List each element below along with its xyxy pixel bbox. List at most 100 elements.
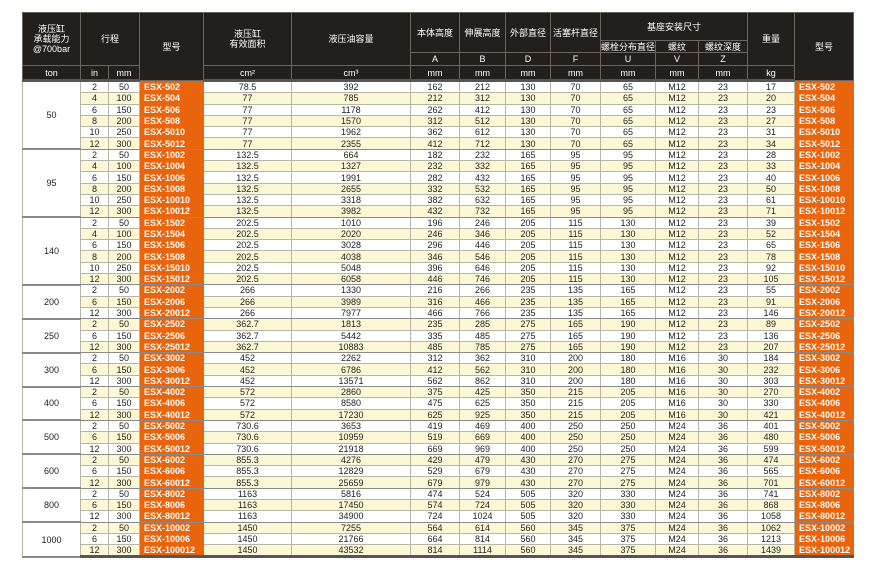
table-row: 300 2 50 ESX-3002 452 2262 312 362 310 200 180 M16 3… [22, 352, 855, 388]
cell-model-2: ESX-10002 [794, 521, 855, 534]
cell-u-bolt-circle: 250 [600, 442, 657, 455]
unit-ton: ton [22, 65, 81, 82]
cell-v-thread: M12 [655, 273, 700, 286]
cell-model-2: ESX-502 [794, 79, 855, 94]
cell-u-bolt-circle: 65 [600, 126, 657, 139]
header-oil: 液压油容量 [291, 12, 412, 66]
cell-u-bolt-circle: 130 [600, 261, 657, 275]
cell-model: ESX-40012 [139, 408, 205, 421]
cell-weight: 232 [747, 363, 796, 376]
cell-model: ESX-20012 [139, 306, 205, 320]
cell-f-rod-diameter: 95 [550, 160, 602, 173]
cell-d-diameter: 130 [505, 114, 552, 128]
header-letter-u: U [600, 52, 657, 66]
cell-d-diameter: 275 [505, 329, 552, 342]
cell-a-height: 296 [410, 239, 461, 252]
cell-model: ESX-5002 [139, 419, 205, 433]
cell-model: ESX-2506 [139, 329, 205, 342]
cell-oil-volume: 17450 [291, 498, 412, 512]
table-row: 50 2 50 ESX-502 78.5 392 162 212 130 70 65 M12 23 17 E… [22, 79, 855, 151]
cell-z-thread-depth: 23 [698, 79, 749, 94]
cell-oil-volume: 2355 [291, 137, 412, 150]
cell-b-height: 766 [459, 306, 507, 320]
cell-area: 132.5 [203, 171, 293, 184]
cell-f-rod-diameter: 250 [550, 442, 602, 455]
cell-area: 266 [203, 284, 293, 297]
cell-area: 572 [203, 386, 293, 399]
cell-oil-volume: 3982 [291, 205, 412, 218]
cell-area: 202.5 [203, 227, 293, 241]
cell-stroke-mm: 100 [107, 160, 141, 173]
cell-d-diameter: 165 [505, 205, 552, 218]
cell-f-rod-diameter: 165 [550, 329, 602, 342]
cell-b-height: 925 [459, 408, 507, 421]
cell-z-thread-depth: 36 [698, 442, 749, 455]
table-row: 500 2 50 ESX-5002 730.6 3653 419 469 400 250 250 M2… [22, 419, 855, 456]
cell-stroke-in: 2 [80, 352, 109, 365]
cell-capacity-ton: 250 [22, 318, 81, 354]
cell-weight: 868 [747, 498, 796, 512]
cell-b-height: 1114 [459, 544, 507, 559]
cell-model: ESX-2002 [139, 284, 205, 297]
cell-a-height: 396 [410, 261, 461, 275]
cell-f-rod-diameter: 115 [550, 261, 602, 275]
unit-d: mm [505, 65, 552, 82]
cell-model: ESX-1502 [139, 216, 205, 229]
table-row: 800 2 50 ESX-8002 1163 5816 474 524 505 320 330 M24… [22, 487, 855, 524]
cell-model: ESX-2006 [139, 295, 205, 308]
cell-v-thread: M16 [655, 374, 700, 388]
cell-f-rod-diameter: 70 [550, 79, 602, 94]
cell-weight: 599 [747, 442, 796, 455]
unit-f: mm [550, 65, 602, 82]
cell-u-bolt-circle: 65 [600, 92, 657, 105]
cell-weight: 34 [747, 137, 796, 150]
cell-model-2: ESX-2506 [794, 329, 855, 342]
table-row: 10 250 ESX-10010 132.5 3318 382 632 165 95 95 M12 2… [23, 193, 855, 207]
cell-stroke-in: 2 [80, 453, 109, 467]
cell-f-rod-diameter: 70 [550, 114, 602, 128]
header-area: 液压缸 有效面积 [203, 12, 293, 66]
cell-u-bolt-circle: 165 [600, 284, 657, 297]
cell-b-height: 212 [459, 79, 507, 94]
cell-oil-volume: 12829 [291, 465, 412, 478]
cell-area: 855.3 [203, 465, 293, 478]
cell-stroke-in: 6 [80, 239, 109, 252]
cell-stroke-mm: 50 [107, 352, 141, 365]
cell-model: ESX-100012 [139, 544, 205, 559]
cell-a-height: 412 [410, 363, 461, 376]
cell-a-height: 562 [410, 374, 461, 388]
cell-u-bolt-circle: 375 [600, 544, 657, 559]
cell-f-rod-diameter: 345 [550, 521, 602, 534]
cell-v-thread: M24 [655, 465, 700, 478]
cell-stroke-mm: 150 [107, 295, 141, 308]
cell-stroke-in: 12 [80, 205, 109, 218]
cell-a-height: 346 [410, 250, 461, 263]
cell-z-thread-depth: 36 [698, 487, 749, 500]
cell-f-rod-diameter: 95 [550, 205, 602, 218]
cell-weight: 741 [747, 487, 796, 500]
cell-u-bolt-circle: 330 [600, 498, 657, 512]
header-stroke: 行程 [79, 12, 141, 66]
cell-stroke-mm: 150 [107, 465, 141, 478]
cell-model: ESX-10006 [139, 532, 205, 546]
cell-area: 1450 [203, 544, 293, 559]
cell-stroke-in: 6 [80, 171, 109, 184]
cell-weight: 1439 [747, 544, 796, 559]
cell-b-height: 614 [459, 521, 507, 534]
cell-z-thread-depth: 23 [698, 205, 749, 218]
cell-model: ESX-6002 [139, 453, 205, 467]
cell-a-height: 316 [410, 295, 461, 308]
cell-area: 362.7 [203, 318, 293, 331]
cell-f-rod-diameter: 320 [550, 498, 602, 512]
cell-d-diameter: 430 [505, 465, 552, 478]
cell-capacity-ton: 800 [22, 487, 81, 524]
cell-b-height: 412 [459, 103, 507, 116]
cell-stroke-in: 12 [80, 273, 109, 286]
cell-a-height: 664 [410, 532, 461, 546]
cell-model-2: ESX-20012 [794, 306, 855, 320]
cell-oil-volume: 34900 [291, 510, 412, 523]
cell-a-height: 232 [410, 160, 461, 173]
cell-b-height: 469 [459, 419, 507, 433]
cell-model: ESX-506 [139, 103, 205, 116]
cell-area: 855.3 [203, 476, 293, 489]
